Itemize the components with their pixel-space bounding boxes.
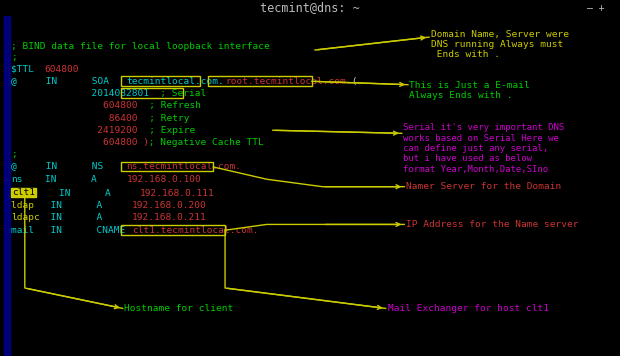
Text: @: @ xyxy=(11,162,17,172)
Bar xyxy=(121,225,225,235)
Text: 192.168.0.100: 192.168.0.100 xyxy=(126,175,201,184)
Text: clt1.tecmintlocal.com.: clt1.tecmintlocal.com. xyxy=(132,226,259,235)
Text: IN      A: IN A xyxy=(22,175,131,184)
Text: 604800: 604800 xyxy=(11,101,138,110)
Text: ;: ; xyxy=(11,150,17,159)
Text: Hostname for client: Hostname for client xyxy=(124,304,233,313)
Bar xyxy=(11,188,36,197)
Text: ; Negative Cache TTL: ; Negative Cache TTL xyxy=(143,138,264,147)
Text: 192.168.0.200: 192.168.0.200 xyxy=(132,201,206,210)
Text: clt1: clt1 xyxy=(12,188,35,197)
Text: ; Retry: ; Retry xyxy=(132,114,189,122)
Text: ;: ; xyxy=(11,53,17,62)
Text: This is Just a E-mail
Always Ends with .: This is Just a E-mail Always Ends with . xyxy=(409,80,530,100)
Text: tecmintlocal.com.: tecmintlocal.com. xyxy=(126,77,224,86)
Text: tecmint@dns: ~: tecmint@dns: ~ xyxy=(260,1,360,15)
Text: $TTL: $TTL xyxy=(11,64,46,74)
Text: Mail Exchanger for host clt1: Mail Exchanger for host clt1 xyxy=(388,304,549,313)
Bar xyxy=(121,88,183,98)
Text: — +: — + xyxy=(587,3,604,13)
Text: (: ( xyxy=(346,77,357,86)
Bar xyxy=(4,16,10,356)
Text: ldap: ldap xyxy=(11,201,40,210)
Text: ; Expire: ; Expire xyxy=(132,126,195,135)
Text: 604800 ): 604800 ) xyxy=(11,138,149,147)
Text: IP Address for the Name server: IP Address for the Name server xyxy=(406,220,578,229)
Text: ; BIND data file for local loopback interface: ; BIND data file for local loopback inte… xyxy=(11,42,270,51)
Text: IN      A: IN A xyxy=(38,214,136,222)
Text: 192.168.0.111: 192.168.0.111 xyxy=(140,189,215,198)
Text: IN      A: IN A xyxy=(38,201,136,210)
Text: IN      A: IN A xyxy=(36,189,145,198)
Text: Namer Server for the Domain: Namer Server for the Domain xyxy=(406,182,561,191)
Text: 2014082801: 2014082801 xyxy=(11,89,149,98)
Text: ns.tecmintlocal.com.: ns.tecmintlocal.com. xyxy=(126,162,241,172)
Text: ; Refresh: ; Refresh xyxy=(132,101,201,110)
Text: mail: mail xyxy=(11,226,40,235)
Text: @: @ xyxy=(11,77,17,86)
Text: 2419200: 2419200 xyxy=(11,126,138,135)
Text: IN      NS: IN NS xyxy=(17,162,131,172)
Text: 604800: 604800 xyxy=(44,64,79,74)
Text: Serial it's very important DNS
works based on Serial Here we
can define just any: Serial it's very important DNS works bas… xyxy=(403,123,564,174)
Text: ns: ns xyxy=(11,175,23,184)
Text: 86400: 86400 xyxy=(11,114,138,122)
Text: 192.168.0.211: 192.168.0.211 xyxy=(132,214,206,222)
Bar xyxy=(121,162,213,171)
Text: ; Serial: ; Serial xyxy=(143,89,206,98)
Text: IN      SOA: IN SOA xyxy=(17,77,131,86)
Text: ldapc: ldapc xyxy=(11,214,40,222)
Text: IN      CNAME: IN CNAME xyxy=(38,226,136,235)
Text: root.tecmintlocal.com.: root.tecmintlocal.com. xyxy=(225,77,352,86)
Bar xyxy=(208,76,312,86)
Bar xyxy=(121,76,200,86)
Text: Domain Name, Server were
DNS running Always must
 Ends with .: Domain Name, Server were DNS running Alw… xyxy=(431,30,569,59)
